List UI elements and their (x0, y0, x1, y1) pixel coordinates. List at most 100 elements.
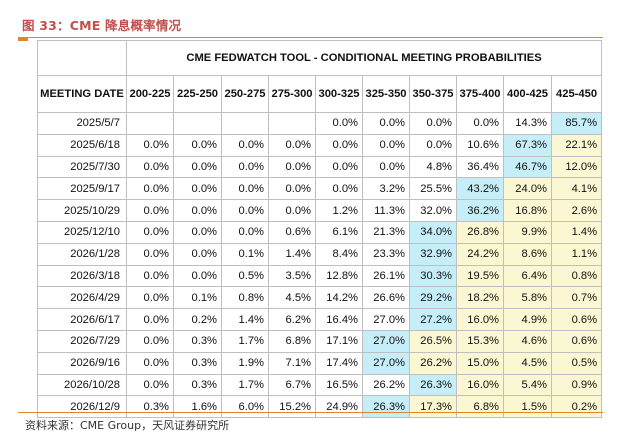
probability-cell: 0.0% (268, 133, 316, 157)
fedwatch-table: CME FEDWATCH TOOL - CONDITIONAL MEETING … (37, 40, 603, 419)
probability-cell: 15.3% (456, 329, 504, 353)
source-note: 资料来源：CME Group，天风证券研究所 (25, 419, 230, 432)
probability-cell: 0.0% (126, 220, 174, 244)
probability-cell: 16.0% (456, 373, 504, 397)
probability-cell: 6.2% (268, 308, 316, 331)
probability-cell: 1.6% (173, 395, 222, 419)
meeting-date-cell: 2026/6/17 (37, 308, 127, 331)
probability-cell: 1.4% (550, 220, 603, 244)
probability-cell: 0.3% (173, 329, 222, 353)
probability-cell: 0.0% (362, 112, 410, 135)
table-row: 2026/6/17 0.0% 0.2% 1.4% 6.2% 16.4% 27.0% 27.2%… (37, 308, 603, 331)
column-header: 375-400 (456, 75, 504, 113)
probability-cell: 0.8% (550, 264, 603, 288)
probability-cell: 0.0% (126, 308, 174, 331)
probability-cell: 4.9% (503, 308, 552, 331)
probability-cell: 0.0% (126, 155, 174, 179)
probability-cell: 6.8% (268, 329, 316, 353)
probability-cell (173, 112, 222, 135)
table-row: 2025/9/17 0.0% 0.0% 0.0% 0.0% 0.0% 3.2% 25.5% 43… (37, 177, 603, 201)
probability-cell: 3.5% (268, 264, 316, 288)
probability-cell: 0.0% (221, 133, 269, 157)
probability-cell: 0.0% (268, 155, 316, 179)
table-title-row: CME FEDWATCH TOOL - CONDITIONAL MEETING … (37, 40, 603, 76)
probability-cell: 2.6% (550, 199, 603, 222)
title-rule-accent (18, 37, 28, 41)
probability-cell: 0.9% (550, 373, 603, 397)
table-row: 2026/9/16 0.0% 0.3% 1.9% 7.1% 17.4% 27.0% 26.2%… (37, 351, 603, 375)
probability-cell: 0.3% (126, 395, 174, 419)
probability-cell: 4.5% (503, 351, 552, 375)
probability-cell: 0.0% (409, 112, 457, 135)
probability-cell: 17.3% (409, 395, 457, 419)
probability-cell: 18.2% (456, 286, 504, 310)
probability-cell: 11.3% (362, 199, 410, 222)
probability-cell: 0.0% (315, 155, 363, 179)
probability-cell: 0.6% (268, 220, 316, 244)
probability-cell: 0.5% (550, 351, 603, 375)
probability-cell: 32.9% (409, 242, 457, 266)
probability-cell: 34.0% (409, 220, 457, 244)
probability-cell: 1.9% (221, 351, 269, 375)
probability-cell: 0.0% (173, 242, 222, 266)
probability-cell: 6.0% (221, 395, 269, 419)
probability-cell (268, 112, 316, 135)
probability-cell: 0.0% (456, 112, 504, 135)
meeting-date-cell: 2025/5/7 (37, 112, 127, 135)
probability-cell: 5.4% (503, 373, 552, 397)
probability-cell: 8.4% (315, 242, 363, 266)
probability-cell: 0.0% (362, 155, 410, 179)
column-header: 425-450 (550, 75, 603, 113)
probability-cell: 0.0% (126, 199, 174, 222)
probability-cell: 43.2% (456, 177, 504, 201)
probability-cell: 27.0% (362, 351, 410, 375)
probability-cell: 27.2% (409, 308, 457, 331)
probability-cell: 0.0% (315, 177, 363, 201)
meeting-date-cell: 2026/9/16 (37, 351, 127, 375)
title-rule (18, 37, 603, 38)
table-row: 2025/10/29 0.0% 0.0% 0.0% 0.0% 1.2% 11.3% 32.0%… (37, 199, 603, 222)
probability-cell: 22.1% (550, 133, 603, 157)
probability-cell: 16.5% (315, 373, 363, 397)
probability-cell: 0.0% (126, 373, 174, 397)
probability-cell: 4.6% (503, 329, 552, 353)
probability-cell: 17.1% (315, 329, 363, 353)
table-row: 2025/6/18 0.0% 0.0% 0.0% 0.0% 0.0% 0.0% 0.0% 10.… (37, 133, 603, 157)
probability-cell: 26.2% (362, 373, 410, 397)
probability-cell: 26.8% (456, 220, 504, 244)
probability-cell: 15.2% (268, 395, 316, 419)
probability-cell: 24.0% (503, 177, 552, 201)
column-header: 275-300 (268, 75, 316, 113)
probability-cell: 0.6% (550, 308, 603, 331)
probability-cell: 67.3% (503, 133, 552, 157)
probability-cell: 0.0% (173, 264, 222, 288)
probability-cell: 0.0% (126, 286, 174, 310)
probability-cell: 0.3% (173, 373, 222, 397)
meeting-date-cell: 2025/9/17 (37, 177, 127, 201)
probability-cell: 1.7% (221, 373, 269, 397)
probability-cell: 17.4% (315, 351, 363, 375)
probability-cell: 0.0% (221, 199, 269, 222)
probability-cell: 26.5% (409, 329, 457, 353)
probability-cell: 0.5% (221, 264, 269, 288)
probability-cell: 16.0% (456, 308, 504, 331)
column-header: 350-375 (409, 75, 457, 113)
probability-cell: 0.0% (173, 199, 222, 222)
probability-cell: 5.8% (503, 286, 552, 310)
table-row: 2025/7/30 0.0% 0.0% 0.0% 0.0% 0.0% 0.0% 4.8% 36.… (37, 155, 603, 179)
probability-cell: 1.2% (315, 199, 363, 222)
probability-cell: 4.5% (268, 286, 316, 310)
probability-cell: 0.1% (221, 242, 269, 266)
meeting-date-cell: 2025/12/10 (37, 220, 127, 244)
probability-cell: 0.0% (126, 264, 174, 288)
meeting-date-cell: 2026/12/9 (37, 395, 127, 419)
probability-cell: 26.2% (409, 351, 457, 375)
probability-cell: 0.0% (126, 133, 174, 157)
probability-cell: 0.3% (173, 351, 222, 375)
table-row: 2026/1/28 0.0% 0.0% 0.1% 1.4% 8.4% 23.3% 32.9% 2… (37, 242, 603, 266)
corner-cell (37, 40, 127, 76)
probability-cell: 0.0% (221, 155, 269, 179)
table-row: 2026/10/28 0.0% 0.3% 1.7% 6.7% 16.5% 26.2% 26.3… (37, 373, 603, 397)
probability-cell: 1.5% (503, 395, 552, 419)
meeting-date-cell: 2025/7/30 (37, 155, 127, 179)
